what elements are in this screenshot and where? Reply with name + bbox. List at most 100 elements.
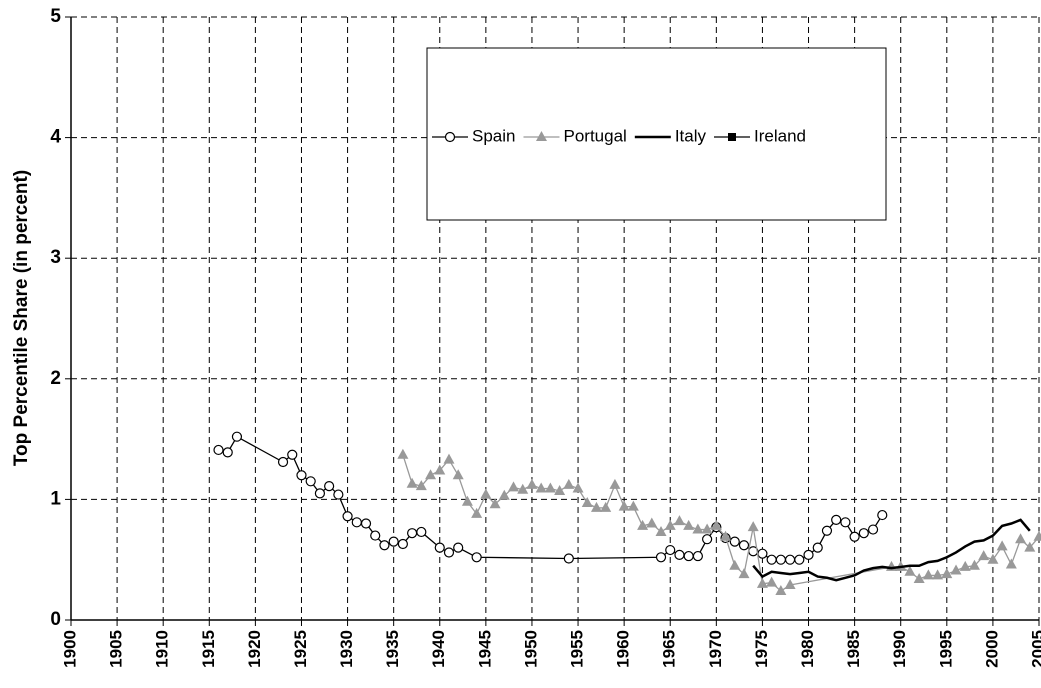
point xyxy=(655,525,667,536)
legend-marker xyxy=(728,133,736,141)
point xyxy=(692,523,704,534)
point xyxy=(415,480,427,491)
point xyxy=(397,538,408,550)
point xyxy=(370,530,381,541)
point xyxy=(710,519,722,530)
point xyxy=(747,521,759,532)
point xyxy=(978,550,990,561)
point xyxy=(480,488,492,499)
x-tick-label: 1930 xyxy=(337,630,356,668)
legend-marker xyxy=(444,131,456,143)
point xyxy=(775,585,787,596)
y-tick-label: 5 xyxy=(50,6,61,27)
x-tick-label: 1980 xyxy=(798,630,817,668)
point xyxy=(665,544,676,556)
legend-label: Portugal xyxy=(563,126,626,145)
x-tick-label: 1960 xyxy=(614,630,633,668)
point xyxy=(803,549,814,560)
point xyxy=(932,569,944,580)
point xyxy=(1024,541,1036,552)
point xyxy=(766,576,778,587)
point xyxy=(766,554,777,565)
y-tick-label: 3 xyxy=(50,247,61,268)
point xyxy=(360,518,372,529)
point xyxy=(701,523,713,534)
point xyxy=(1005,558,1017,569)
point xyxy=(453,542,464,553)
point xyxy=(563,478,575,489)
point xyxy=(720,530,732,541)
point xyxy=(342,511,353,522)
point xyxy=(729,536,740,547)
x-tick-label: 1935 xyxy=(383,630,402,668)
point xyxy=(987,553,999,564)
y-tick-label: 4 xyxy=(50,127,61,148)
point xyxy=(554,484,566,495)
point xyxy=(702,534,713,545)
point xyxy=(351,517,362,528)
point xyxy=(618,500,630,511)
x-tick-label: 1965 xyxy=(660,630,679,668)
point xyxy=(434,542,445,553)
point xyxy=(655,552,667,563)
point xyxy=(849,531,860,542)
point xyxy=(646,517,658,528)
point xyxy=(407,528,418,539)
point xyxy=(213,444,224,456)
x-tick-label: 1900 xyxy=(60,630,79,668)
point xyxy=(867,524,879,535)
point xyxy=(461,495,473,506)
point xyxy=(664,519,676,530)
point xyxy=(277,456,289,468)
point xyxy=(443,547,455,558)
point xyxy=(794,554,805,565)
point xyxy=(784,579,796,590)
series-line xyxy=(402,454,1040,592)
x-tick-label: 1995 xyxy=(936,630,955,668)
point xyxy=(471,507,483,518)
point xyxy=(840,517,851,528)
point xyxy=(508,481,520,492)
x-tick-label: 1955 xyxy=(568,630,587,668)
point xyxy=(397,448,409,459)
point xyxy=(812,542,823,553)
point xyxy=(406,477,418,488)
point xyxy=(1033,530,1041,541)
point xyxy=(434,464,446,475)
point xyxy=(231,431,243,442)
x-tick-label: 2000 xyxy=(982,630,1001,668)
point xyxy=(968,559,980,570)
point xyxy=(738,568,750,579)
point xyxy=(489,498,501,509)
point xyxy=(443,453,455,464)
point xyxy=(959,560,971,571)
series-line xyxy=(218,435,883,561)
x-tick-label: 1970 xyxy=(706,630,725,668)
point xyxy=(305,476,316,487)
point xyxy=(913,572,925,583)
point xyxy=(904,565,916,576)
legend-label: Spain xyxy=(472,126,515,145)
point xyxy=(729,559,741,570)
legend-label: Italy xyxy=(675,126,707,145)
point xyxy=(471,552,482,563)
point xyxy=(333,489,344,500)
legend-marker xyxy=(535,131,547,141)
legend-box xyxy=(426,47,887,221)
x-tick-label: 1975 xyxy=(752,630,771,668)
point xyxy=(673,515,685,526)
point xyxy=(222,447,233,458)
point xyxy=(821,525,833,536)
x-tick-label: 2005 xyxy=(1028,630,1041,668)
legend-label: Ireland xyxy=(754,126,806,145)
point xyxy=(609,478,621,489)
point xyxy=(858,528,869,539)
point xyxy=(831,514,842,526)
y-axis-label: Top Percentile Share (in percent) xyxy=(11,170,32,466)
point xyxy=(416,526,427,538)
x-tick-label: 1910 xyxy=(153,630,172,668)
x-tick-label: 1945 xyxy=(475,630,494,668)
x-tick-label: 1985 xyxy=(844,630,863,668)
point xyxy=(637,519,649,530)
